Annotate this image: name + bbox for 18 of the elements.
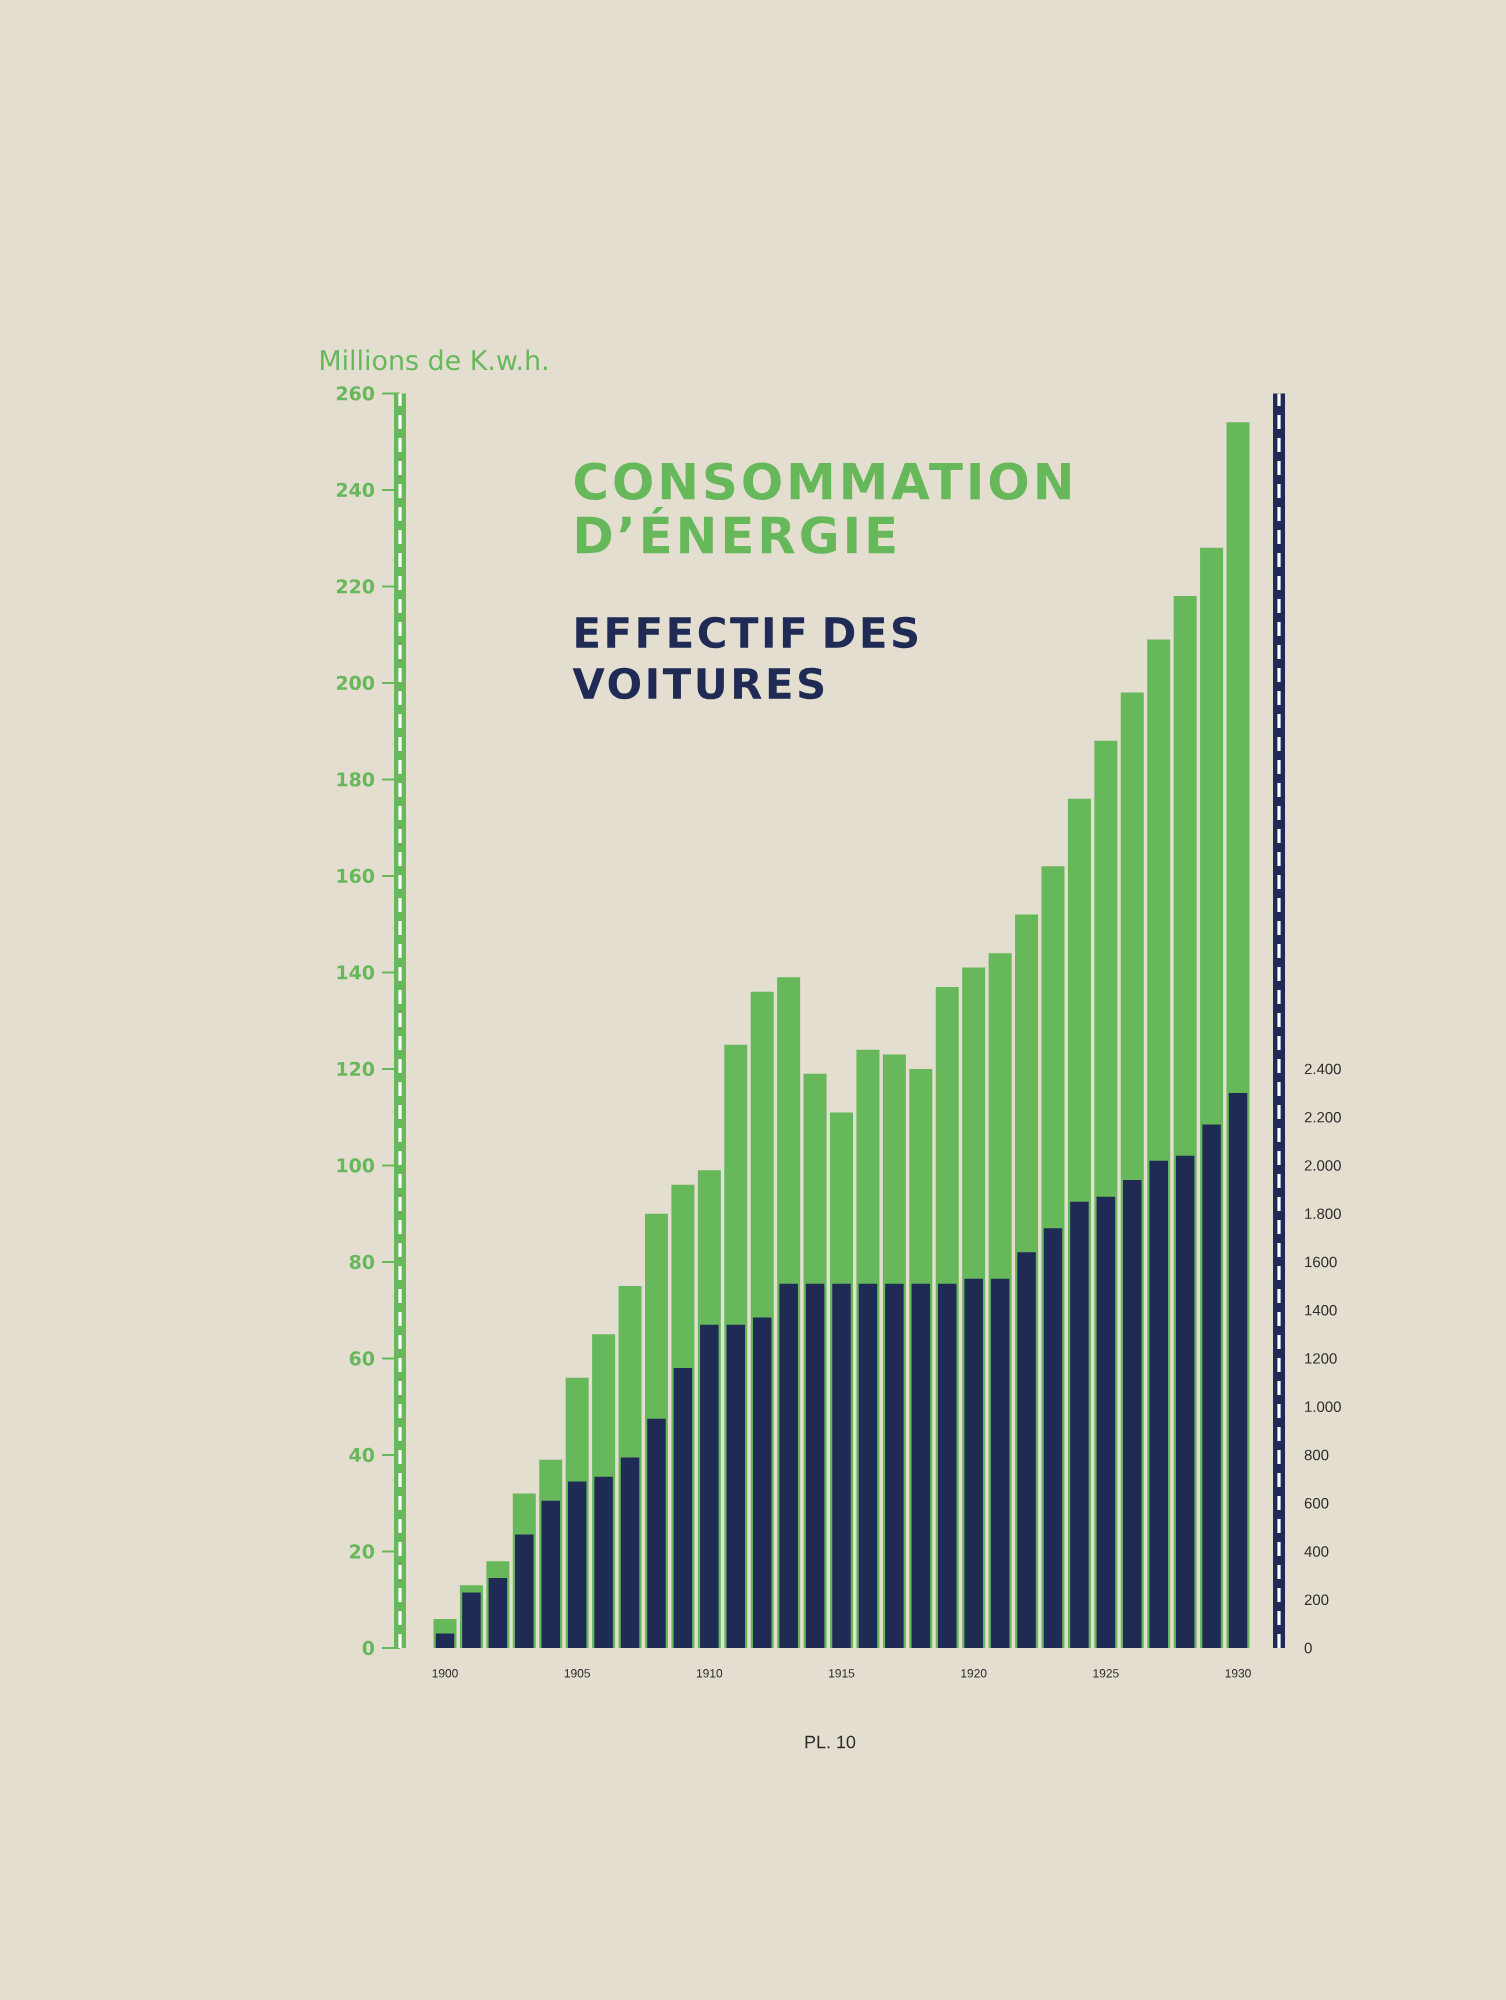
y-tick-label: 220	[336, 579, 375, 594]
text: CONSOMMATION D’ÉNERGIE	[574, 462, 1070, 554]
y-tick-label: 20	[350, 1544, 375, 1559]
y-tick-label: 80	[349, 1254, 375, 1270]
y-tick-label: 100	[337, 1158, 375, 1173]
y-tick-label: 260	[336, 386, 375, 401]
y-tick-label: 200	[336, 675, 375, 691]
y-tick-label: 180	[337, 772, 375, 787]
y-axis-title: Millions de K.w.h.	[321, 349, 547, 371]
y-tick-label: 40	[349, 1447, 375, 1463]
y-tick-label: 60	[349, 1351, 375, 1366]
y-tick-label: 140	[337, 965, 375, 980]
text: PL. 10	[805, 1735, 856, 1749]
y-tick-label: 120	[337, 1061, 375, 1077]
y-tick-label: 160	[337, 868, 375, 884]
text: EFFECTIF DES VOITURES	[572, 616, 918, 700]
y-tick-label: 0	[362, 1640, 375, 1656]
y-tick-label: 240	[336, 482, 375, 498]
